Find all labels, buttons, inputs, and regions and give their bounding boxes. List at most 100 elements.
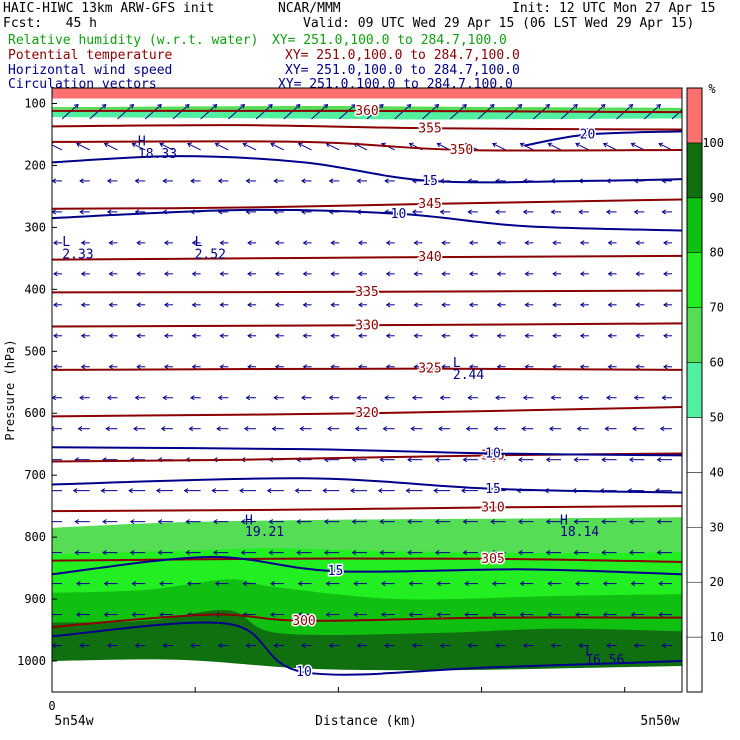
colorbar-unit: % — [708, 82, 716, 96]
colorbar-bin — [686, 252, 703, 308]
vector-arrowhead — [575, 611, 580, 618]
vector-arrowhead — [190, 178, 195, 184]
vector-arrowhead — [136, 240, 141, 246]
vector-arrowhead — [328, 642, 334, 649]
vector-arrowhead — [441, 240, 446, 246]
vector-arrowhead — [162, 642, 167, 649]
extrema-label: H — [138, 135, 146, 150]
vector-arrowhead — [155, 488, 161, 494]
vector-arrowhead — [579, 240, 585, 246]
vector-arrowhead — [552, 302, 557, 308]
vector-arrowhead — [545, 103, 551, 109]
vector-arrowhead — [635, 240, 640, 246]
vector-arrowhead — [48, 550, 51, 554]
field-wind-xy: XY= 251.0,100.0 to 284.7,100.0 — [285, 63, 520, 78]
vector-arrowhead — [190, 395, 195, 401]
vector-arrowhead — [550, 395, 556, 401]
valid-time: Valid: 09 UTC Wed 29 Apr 15 (06 LST Wed … — [303, 16, 695, 31]
vector-arrowhead — [157, 519, 163, 525]
vector-arrowhead — [325, 611, 331, 618]
vector-arrowhead — [524, 333, 530, 339]
vector-arrowhead — [188, 426, 194, 432]
vector-arrowhead — [633, 209, 639, 215]
vector-arrowhead — [301, 178, 306, 184]
vector-arrowhead — [492, 142, 497, 148]
vector-arrowhead — [327, 426, 332, 432]
vector-arrowhead — [80, 302, 86, 308]
vector-arrowhead — [635, 271, 640, 277]
vector-arrowhead — [462, 457, 468, 463]
vector-arrowhead — [635, 364, 640, 370]
vector-arrowhead — [53, 364, 58, 370]
vector-arrowhead — [245, 395, 251, 401]
wind-contour-label: 20 — [580, 127, 596, 142]
vector-arrowhead — [322, 488, 327, 494]
theta-contour-line-10 — [52, 140, 682, 152]
vector-arrowhead — [353, 611, 358, 618]
vector-arrowhead — [163, 333, 169, 339]
vector-arrowhead — [74, 550, 79, 556]
vector-arrowhead — [136, 364, 141, 370]
wind-contour-label: 15 — [422, 174, 438, 189]
field-wind-name: Horizontal wind speed — [8, 63, 173, 78]
vector-arrowhead — [579, 364, 585, 370]
theta-contour-label: 340 — [418, 250, 441, 265]
vector-arrowhead — [658, 611, 663, 618]
vector-arrowhead — [436, 611, 442, 618]
vector-arrowhead — [659, 426, 665, 432]
colorbar-bin — [686, 527, 703, 583]
vector-arrowhead — [128, 488, 133, 494]
vector-arrowhead — [102, 519, 107, 525]
vector-arrowhead — [351, 519, 357, 525]
vector-arrowhead — [545, 457, 551, 463]
vector-arrowhead — [187, 142, 192, 148]
vector-arrowhead — [547, 142, 553, 148]
vector-arrowhead — [406, 103, 412, 109]
extrema-label: 19.21 — [245, 525, 284, 540]
vector-arrowhead — [552, 271, 557, 277]
vector-arrowhead — [607, 240, 613, 246]
vector-arrowhead — [351, 103, 356, 109]
vector-arrowhead — [607, 271, 613, 277]
vector-arrowhead — [380, 611, 386, 618]
vector-arrowhead — [524, 240, 530, 246]
vector-arrowhead — [628, 550, 634, 556]
x-tick-zero: 0 — [48, 699, 55, 713]
vector-arrowhead — [661, 209, 667, 215]
vector-arrowhead — [103, 581, 109, 587]
vector-arrowhead — [413, 333, 419, 339]
theta-contour-line-12 — [52, 109, 682, 114]
theta-contour-label: 360 — [355, 104, 378, 119]
vector-arrowhead — [46, 489, 49, 493]
vector-arrowhead — [247, 240, 252, 246]
vector-arrowhead — [160, 426, 166, 432]
vector-arrowhead — [268, 103, 273, 109]
vector-arrowhead — [358, 302, 363, 308]
extrema-label: 2.52 — [195, 247, 226, 262]
vector-arrowhead — [191, 364, 197, 370]
theta-contour-line-2 — [52, 322, 682, 328]
theta-contour-line-7 — [52, 557, 682, 563]
vector-arrowhead — [247, 271, 252, 277]
vector-arrowhead — [190, 642, 195, 649]
vector-arrow — [548, 143, 562, 151]
vector-arrowhead — [573, 103, 578, 109]
vector-arrowhead — [578, 642, 583, 649]
vector-arrowhead — [490, 519, 495, 525]
vector-arrowhead — [159, 611, 164, 618]
vector-arrowhead — [191, 333, 197, 339]
vector-arrowhead — [108, 302, 114, 308]
vector-arrowhead — [601, 550, 606, 556]
vector-arrowhead — [356, 178, 362, 184]
vector-arrowhead — [380, 581, 386, 587]
colorbar: % 10 20 30 40 50 60 70 80 90 100 — [686, 82, 724, 693]
vector-arrowhead — [247, 333, 252, 339]
vector-arrowhead — [134, 642, 140, 649]
vector-arrowhead — [72, 488, 78, 494]
vector-arrowhead — [358, 271, 363, 277]
vector-arrowhead — [633, 395, 639, 401]
vector-arrow — [326, 143, 340, 151]
vector-arrowhead — [296, 550, 301, 556]
vector-arrowhead — [628, 457, 634, 463]
